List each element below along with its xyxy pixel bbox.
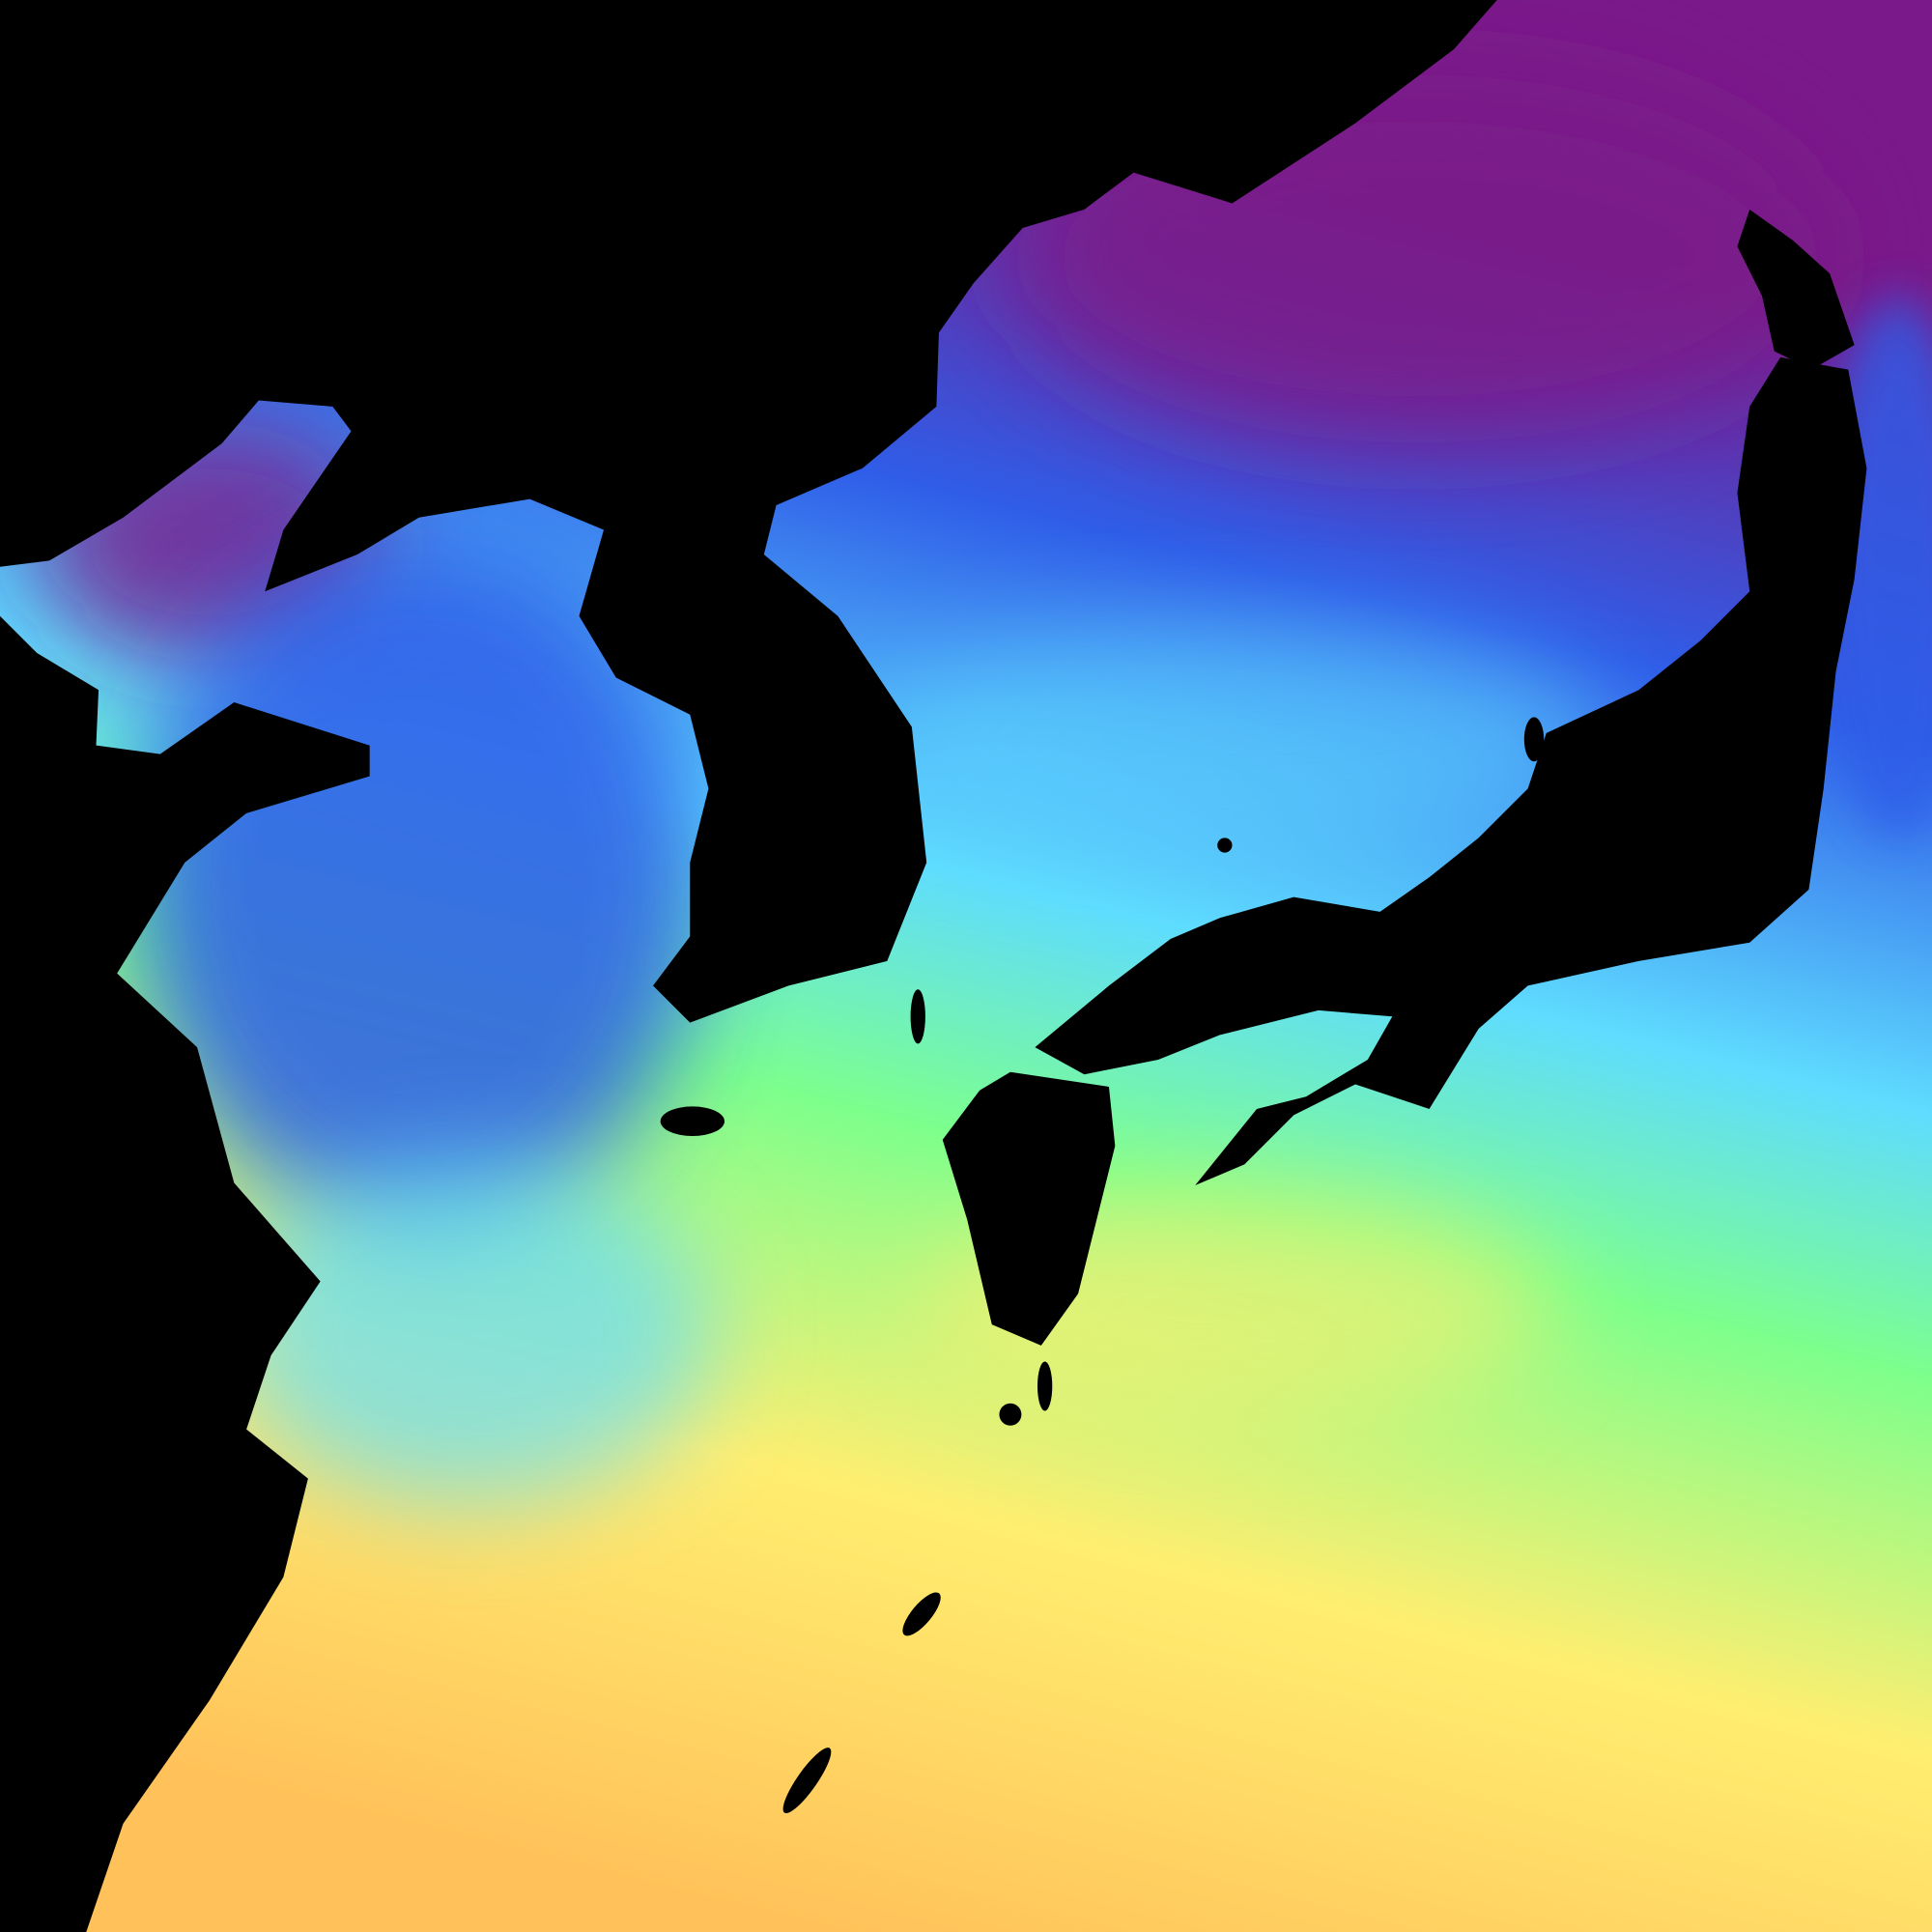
island-sado (1523, 717, 1545, 762)
island-tanegashima (1037, 1361, 1053, 1411)
yellow-sea-cold-tongue (135, 542, 703, 1233)
island-amami (902, 1592, 941, 1636)
land-hokkaido (1737, 209, 1855, 370)
east-china-sea-cool (221, 1157, 715, 1504)
land-kyushu (942, 1071, 1116, 1346)
land-east-china-shandong (0, 615, 370, 1932)
land-honshu-shikoku (1035, 356, 1867, 1186)
island-tsushima (910, 989, 925, 1044)
island-yakushima (999, 1403, 1022, 1426)
island-okinawa (782, 1747, 832, 1814)
land (0, 0, 1866, 1932)
sea-of-japan-front (862, 628, 1603, 851)
land-north-china-korea (0, 0, 1497, 1023)
island-jeju (660, 1106, 724, 1137)
island-ulleungdo (1217, 838, 1233, 853)
